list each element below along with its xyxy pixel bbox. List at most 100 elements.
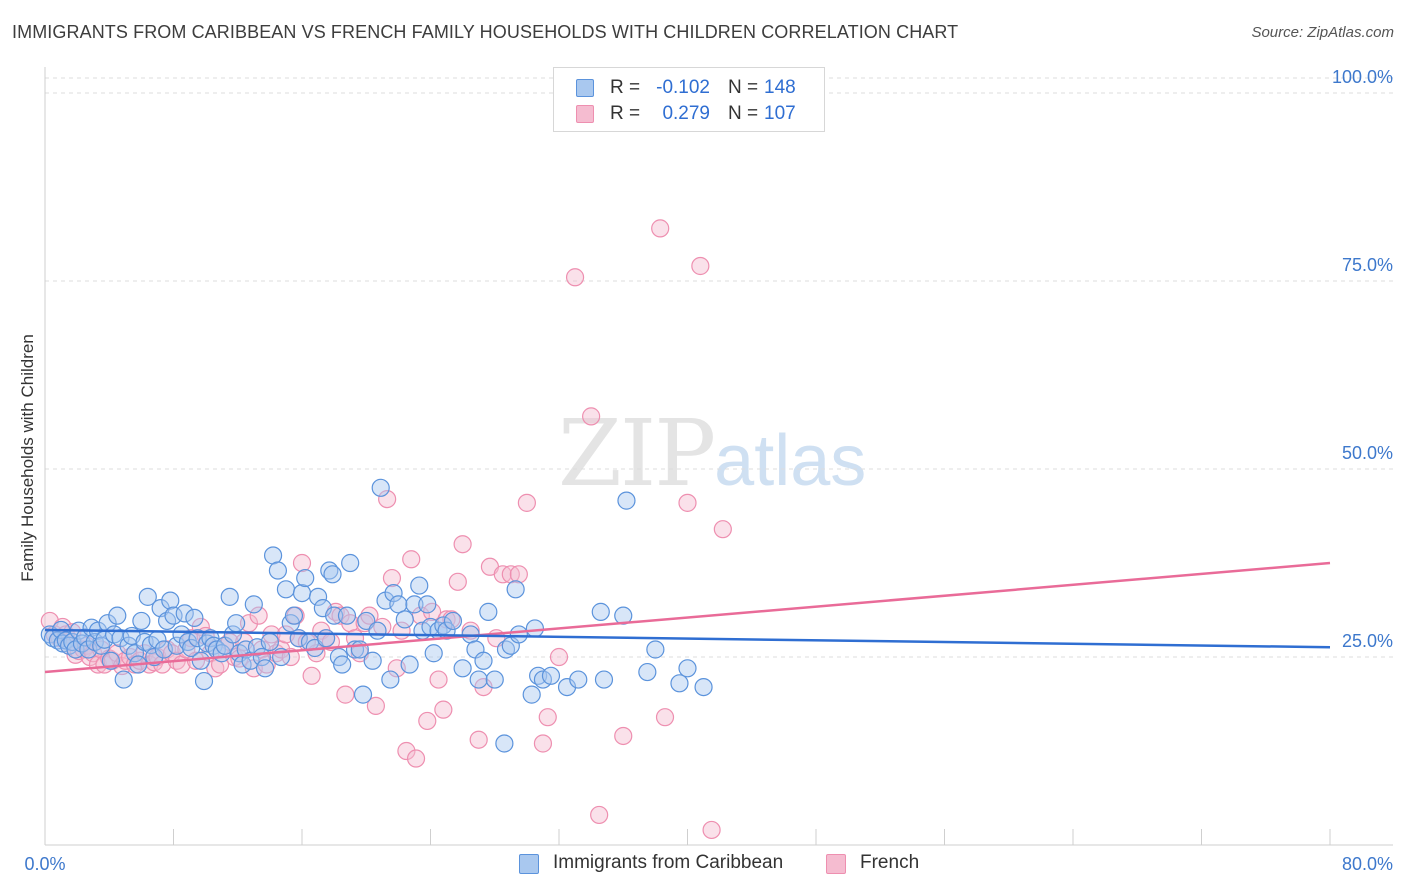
french-point — [382, 568, 402, 588]
french-point — [549, 647, 569, 667]
caribbean-point — [495, 734, 514, 753]
caribbean-point — [591, 602, 610, 621]
caribbean-point — [646, 640, 665, 659]
legend-n-label: N = — [728, 77, 759, 98]
tick-labels: 25.0% 50.0% 75.0% 100.0% 0.0% 80.0% — [24, 67, 1393, 874]
legend-swatch-caribbean — [576, 79, 594, 97]
french-point — [292, 553, 312, 573]
caribbean-point — [268, 561, 288, 580]
caribbean-point — [389, 595, 408, 614]
caribbean-point — [333, 655, 352, 674]
caribbean-point — [244, 595, 263, 614]
caribbean-point — [410, 576, 429, 595]
caribbean-point — [341, 553, 360, 573]
caribbean-point — [292, 583, 312, 603]
caribbean-point — [363, 651, 382, 670]
bottom-legend-swatch-caribbean — [519, 854, 539, 874]
caribbean-point — [114, 670, 133, 689]
french-point — [406, 749, 426, 768]
legend-n-value: 107 — [764, 103, 796, 124]
caribbean-point — [316, 629, 336, 648]
caribbean-point — [325, 606, 344, 625]
caribbean-point — [227, 614, 246, 633]
caribbean-point — [525, 619, 545, 638]
axes — [44, 67, 1393, 846]
caribbean-point — [469, 670, 488, 689]
legend-row-caribbean: R = -0.102 N = 148 — [554, 77, 824, 101]
french-point — [429, 670, 448, 689]
watermark-zip: ZIP — [558, 400, 716, 507]
french-point — [469, 730, 488, 749]
y-tick-label: 50.0% — [1342, 443, 1393, 463]
y-tick-label: 75.0% — [1342, 255, 1393, 275]
french-point — [434, 700, 453, 719]
caribbean-point — [670, 674, 689, 693]
french-point — [655, 708, 675, 727]
french-point — [453, 535, 472, 554]
caribbean-point — [308, 587, 328, 606]
caribbean-point — [443, 611, 463, 631]
caribbean-point — [509, 625, 528, 644]
watermark-atlas: atlas — [714, 421, 867, 501]
french-point — [582, 407, 601, 426]
caribbean-point — [260, 632, 279, 652]
caribbean-point — [323, 565, 342, 584]
caribbean-point — [167, 636, 186, 655]
caribbean-point — [296, 568, 315, 588]
correlation-legend: R = -0.102 N = 148 R = 0.279 N = 107 — [553, 67, 825, 132]
french-point — [713, 520, 732, 539]
bottom-legend-label-french: French — [860, 852, 920, 873]
caribbean-point — [138, 587, 157, 606]
caribbean-point — [284, 606, 304, 625]
caribbean-point — [220, 587, 239, 606]
legend-r-value: -0.102 — [656, 77, 710, 98]
caribbean-point — [569, 670, 588, 689]
legend-r-value: 0.279 — [662, 103, 710, 124]
caribbean-point — [453, 659, 472, 678]
caribbean-point — [479, 602, 498, 621]
caribbean-point — [188, 629, 207, 648]
caribbean-point — [474, 651, 493, 670]
french-point — [397, 741, 416, 761]
french-point — [360, 606, 379, 625]
french-point — [702, 820, 721, 840]
caribbean-point — [381, 670, 400, 689]
caribbean-point — [263, 546, 283, 565]
caribbean-point — [522, 685, 541, 704]
french-point — [565, 268, 585, 287]
caribbean-point — [594, 670, 614, 689]
legend-row-french: R = 0.279 N = 107 — [554, 103, 824, 127]
french-point — [418, 711, 437, 731]
french-point — [336, 685, 355, 704]
french-point — [331, 606, 350, 625]
source-label: Source: ZipAtlas.com — [1251, 24, 1394, 41]
french-point — [614, 726, 633, 746]
legend-n-value: 148 — [764, 77, 796, 98]
caribbean-point — [185, 608, 204, 628]
caribbean-point — [255, 659, 275, 678]
trend-lines — [44, 561, 1331, 674]
french-point — [366, 696, 385, 715]
y-tick-label: 25.0% — [1342, 631, 1393, 651]
french-point — [302, 666, 321, 685]
caribbean-point — [395, 610, 414, 629]
french-point — [651, 219, 670, 238]
caribbean-points — [40, 478, 713, 753]
caribbean-point — [371, 478, 390, 497]
caribbean-point — [175, 604, 194, 623]
bottom-legend-swatch-french — [826, 854, 846, 874]
x-tick-label-min: 0.0% — [24, 854, 65, 874]
caribbean-point — [194, 671, 214, 691]
french-point — [590, 805, 609, 825]
caribbean-point — [368, 621, 387, 640]
caribbean-point — [424, 644, 443, 663]
bottom-legend-label-caribbean: Immigrants from Caribbean — [553, 852, 784, 873]
caribbean-point — [485, 670, 504, 689]
caribbean-point — [434, 616, 453, 635]
caribbean-point — [678, 659, 697, 678]
french-point — [402, 550, 421, 569]
legend-swatch-french — [576, 105, 594, 123]
caribbean-point — [161, 591, 180, 610]
gridlines — [45, 77, 1393, 658]
